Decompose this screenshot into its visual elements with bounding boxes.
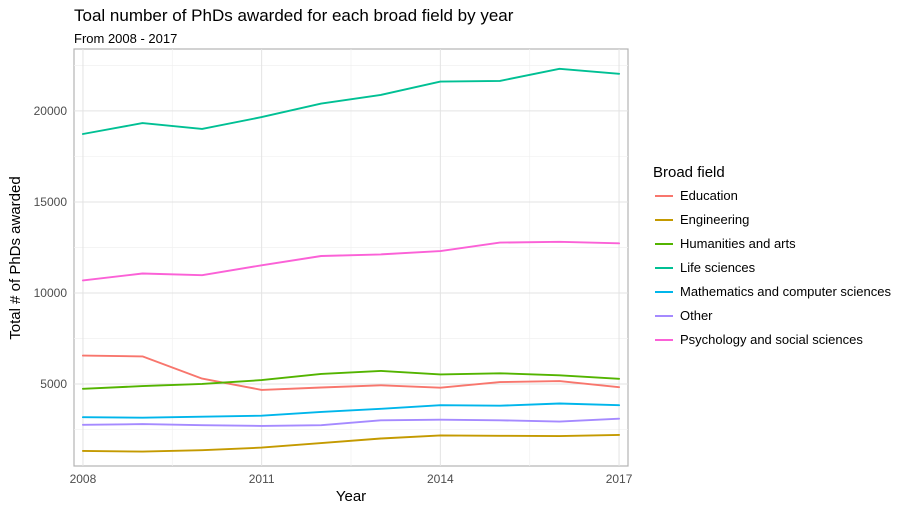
major-grid <box>74 49 628 466</box>
series-line-other <box>81 417 621 427</box>
legend-label-other: Other <box>680 308 713 323</box>
x-tick-label: 2017 <box>606 472 633 486</box>
x-axis-ticks: 2008 2011 2014 2017 <box>70 472 633 486</box>
legend-label-mathematics-and-computer-sciences: Mathematics and computer sciences <box>680 284 891 299</box>
y-axis-label: Total # of PhDs awarded <box>7 176 24 339</box>
chart-subtitle: From 2008 - 2017 <box>74 31 177 46</box>
x-axis-label: Year <box>336 488 366 505</box>
legend-label-engineering: Engineering <box>680 212 749 227</box>
legend: Broad field Education Engineering Humaniti… <box>653 164 891 347</box>
y-tick-label: 5000 <box>40 377 67 391</box>
y-tick-label: 15000 <box>34 195 68 209</box>
series-lines <box>81 67 621 453</box>
x-tick-label: 2011 <box>249 472 275 486</box>
y-axis-ticks: 5000 10000 15000 20000 <box>34 104 68 391</box>
y-tick-label: 10000 <box>34 286 68 300</box>
minor-grid <box>74 49 628 466</box>
x-tick-label: 2008 <box>70 472 97 486</box>
legend-label-psychology-and-social-sciences: Psychology and social sciences <box>680 332 863 347</box>
y-tick-label: 20000 <box>34 104 68 118</box>
series-line-engineering <box>81 433 621 453</box>
series-line-mathematics-and-computer-sciences <box>81 402 621 419</box>
x-tick-label: 2014 <box>427 472 454 486</box>
series-line-humanities-and-arts <box>81 369 621 390</box>
legend-label-education: Education <box>680 188 738 203</box>
legend-title: Broad field <box>653 164 725 181</box>
series-line-psychology-and-social-sciences <box>81 240 621 282</box>
legend-label-life-sciences: Life sciences <box>680 260 756 275</box>
chart-title: Toal number of PhDs awarded for each bro… <box>74 6 514 25</box>
legend-label-humanities-and-arts: Humanities and arts <box>680 236 796 251</box>
series-line-life-sciences <box>81 67 621 135</box>
series-line-education <box>81 354 621 391</box>
